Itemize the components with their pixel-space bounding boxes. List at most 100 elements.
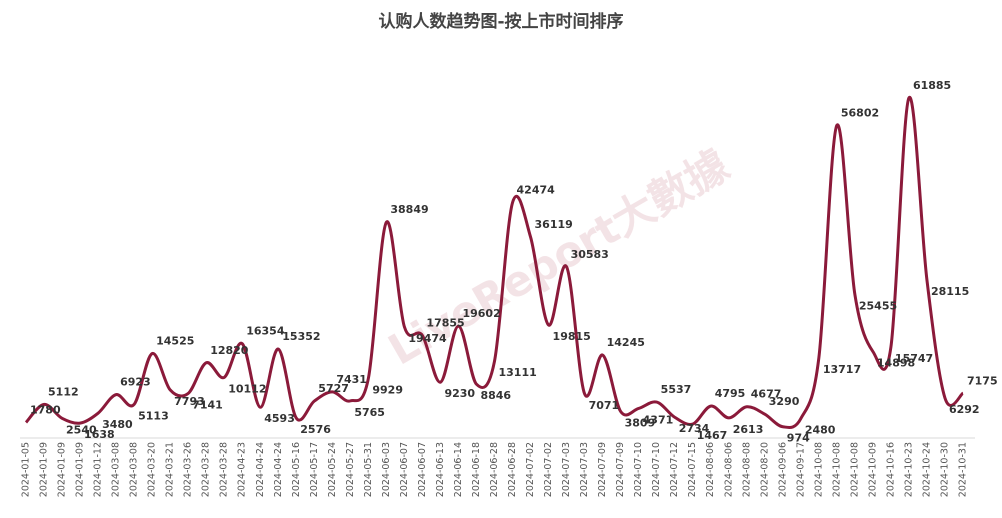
data-label: 4593 xyxy=(264,412,295,425)
x-tick-label: 2024-03-28 xyxy=(219,442,230,497)
data-label: 7141 xyxy=(192,398,223,411)
x-tick-label: 2024-06-28 xyxy=(507,442,518,497)
x-tick-label: 2024-03-21 xyxy=(165,442,176,497)
data-label: 2613 xyxy=(733,423,764,436)
x-tick-label: 2024-07-12 xyxy=(669,442,680,497)
x-tick-label: 2024-04-24 xyxy=(255,442,266,497)
data-label: 974 xyxy=(787,432,810,445)
data-label: 3290 xyxy=(769,395,800,408)
data-label: 13111 xyxy=(499,366,537,379)
x-tick-label: 2024-06-07 xyxy=(417,442,428,497)
data-label: 36119 xyxy=(535,218,573,231)
data-label: 3809 xyxy=(625,416,656,429)
x-tick-label: 2024-07-10 xyxy=(651,442,662,497)
data-label: 9230 xyxy=(444,387,475,400)
x-tick-label: 2024-08-20 xyxy=(759,442,770,497)
data-label: 2734 xyxy=(679,422,710,435)
x-tick-label: 2024-04-24 xyxy=(273,442,284,497)
data-label: 19815 xyxy=(553,330,591,343)
data-label: 1467 xyxy=(697,429,728,442)
data-label: 2480 xyxy=(805,424,836,437)
data-label: 19474 xyxy=(408,332,447,345)
data-label: 5112 xyxy=(48,385,79,398)
x-tick-label: 2024-08-08 xyxy=(741,442,752,497)
x-tick-label: 2024-03-08 xyxy=(111,442,122,497)
data-label: 2576 xyxy=(300,423,331,436)
data-label: 14245 xyxy=(607,336,645,349)
data-label: 4677 xyxy=(751,388,782,401)
x-tick-label: 2024-07-09 xyxy=(597,442,608,497)
x-tick-label: 2024-08-06 xyxy=(705,442,716,497)
data-label: 28115 xyxy=(931,285,969,298)
data-label: 15352 xyxy=(282,330,320,343)
x-tick-label: 2024-10-08 xyxy=(831,442,842,497)
data-label: 42474 xyxy=(517,184,556,197)
x-tick-label: 2024-01-09 xyxy=(57,442,68,497)
data-label: 38849 xyxy=(390,203,428,216)
line xyxy=(24,96,964,430)
x-tick-label: 2024-03-20 xyxy=(147,442,158,497)
x-tick-label: 2024-10-08 xyxy=(849,442,860,497)
data-label: 4795 xyxy=(715,387,746,400)
data-label: 15747 xyxy=(895,352,933,365)
x-tick-label: 2024-01-05 xyxy=(21,442,32,497)
x-tick-label: 2024-01-09 xyxy=(39,442,50,497)
data-label: 5765 xyxy=(354,406,385,419)
data-label: 12820 xyxy=(210,344,249,357)
x-tick-label: 2024-04-23 xyxy=(237,442,248,497)
x-tick-label: 2024-01-09 xyxy=(75,442,86,497)
data-label: 56802 xyxy=(841,106,879,119)
chart-title: 认购人数趋势图-按上市时间排序 xyxy=(378,11,623,32)
data-label: 6923 xyxy=(120,376,151,389)
x-tick-label: 2024-06-18 xyxy=(471,442,482,497)
x-tick-label: 2024-05-24 xyxy=(327,442,338,497)
x-tick-label: 2024-10-09 xyxy=(867,442,878,497)
x-tick-label: 2024-10-31 xyxy=(958,442,969,497)
data-label: 10112 xyxy=(228,382,266,395)
data-label: 5537 xyxy=(661,383,692,396)
x-tick-label: 2024-06-14 xyxy=(453,442,464,497)
data-label: 7175 xyxy=(967,374,998,387)
x-tick-label: 2024-07-10 xyxy=(633,442,644,497)
data-label: 4371 xyxy=(643,413,674,426)
x-tick-label: 2024-07-03 xyxy=(561,442,572,497)
data-label: 30583 xyxy=(571,248,609,261)
data-label: 19602 xyxy=(462,307,500,320)
x-tick-label: 2024-10-24 xyxy=(921,442,932,497)
x-tick-label: 2024-06-28 xyxy=(489,442,500,497)
data-label: 1780 xyxy=(30,403,61,416)
data-label: 17855 xyxy=(426,317,464,330)
x-tick-label: 2024-09-06 xyxy=(777,442,788,497)
x-tick-label: 2024-03-08 xyxy=(129,442,140,497)
x-tick-label: 2024-05-27 xyxy=(345,442,356,497)
data-label: 16354 xyxy=(246,325,285,338)
x-tick-label: 2024-07-02 xyxy=(525,442,536,497)
x-tick-label: 2024-05-16 xyxy=(291,442,302,497)
data-label: 7793 xyxy=(174,395,205,408)
x-tick-label: 2024-03-28 xyxy=(201,442,212,497)
x-tick-label: 2024-10-16 xyxy=(885,442,896,497)
x-tick-label: 2024-07-03 xyxy=(579,442,590,497)
data-label: 14898 xyxy=(877,357,915,370)
data-label: 3480 xyxy=(102,418,133,431)
x-tick-label: 2024-07-15 xyxy=(687,442,698,497)
x-tick-label: 2024-01-12 xyxy=(93,442,104,497)
x-tick-label: 2024-05-31 xyxy=(363,442,374,497)
x-tick-label: 2024-06-07 xyxy=(399,442,410,497)
x-tick-label: 2024-06-03 xyxy=(381,442,392,497)
x-tick-label: 2024-10-23 xyxy=(903,442,914,497)
x-tick-label: 2024-08-06 xyxy=(723,442,734,497)
data-label: 7431 xyxy=(336,373,367,386)
x-tick-label: 2024-07-09 xyxy=(615,442,626,497)
data-label: 1638 xyxy=(84,428,115,441)
data-label: 8846 xyxy=(480,389,511,402)
x-tick-label: 2024-10-30 xyxy=(939,442,950,497)
data-label: 2540 xyxy=(66,423,97,436)
data-label: 5727 xyxy=(318,382,349,395)
data-label: 14525 xyxy=(156,335,194,348)
x-tick-label: 2024-03-26 xyxy=(183,442,194,497)
x-tick-label: 2024-05-17 xyxy=(309,442,320,497)
data-label: 61885 xyxy=(913,79,951,92)
